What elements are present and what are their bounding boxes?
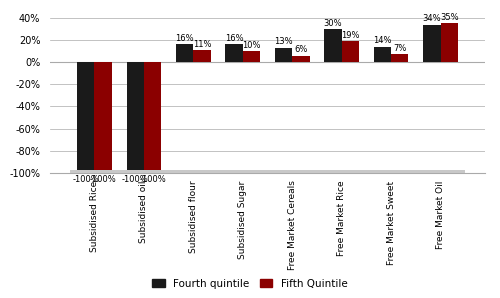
Bar [423, 24, 440, 62]
Bar [94, 62, 112, 173]
Text: 10%: 10% [242, 41, 260, 50]
Text: 6%: 6% [294, 45, 308, 54]
Bar [324, 29, 342, 62]
Text: 30%: 30% [324, 18, 342, 28]
Bar [440, 24, 458, 62]
Bar [342, 41, 359, 62]
Bar [374, 47, 391, 62]
Text: 34%: 34% [422, 14, 441, 23]
Text: 7%: 7% [393, 44, 406, 53]
Text: 13%: 13% [274, 38, 293, 46]
Bar [292, 55, 310, 62]
Text: -100%: -100% [122, 175, 148, 184]
Text: 14%: 14% [373, 36, 392, 45]
Text: 35%: 35% [440, 13, 458, 22]
Bar [126, 62, 144, 173]
Bar [243, 51, 260, 62]
Legend: Fourth quintile, Fifth Quintile: Fourth quintile, Fifth Quintile [148, 274, 352, 293]
Bar [391, 55, 408, 62]
Bar [194, 50, 210, 62]
Text: -100%: -100% [139, 175, 166, 184]
Text: 16%: 16% [225, 34, 244, 43]
Bar [77, 62, 94, 173]
Text: -100%: -100% [72, 175, 99, 184]
Bar [176, 44, 194, 62]
Text: 19%: 19% [341, 31, 359, 40]
Bar [70, 170, 465, 173]
Bar [275, 48, 292, 62]
Bar [144, 62, 161, 173]
Text: 16%: 16% [176, 34, 194, 43]
Bar [226, 44, 243, 62]
Text: -100%: -100% [90, 175, 117, 184]
Text: 11%: 11% [193, 40, 212, 49]
